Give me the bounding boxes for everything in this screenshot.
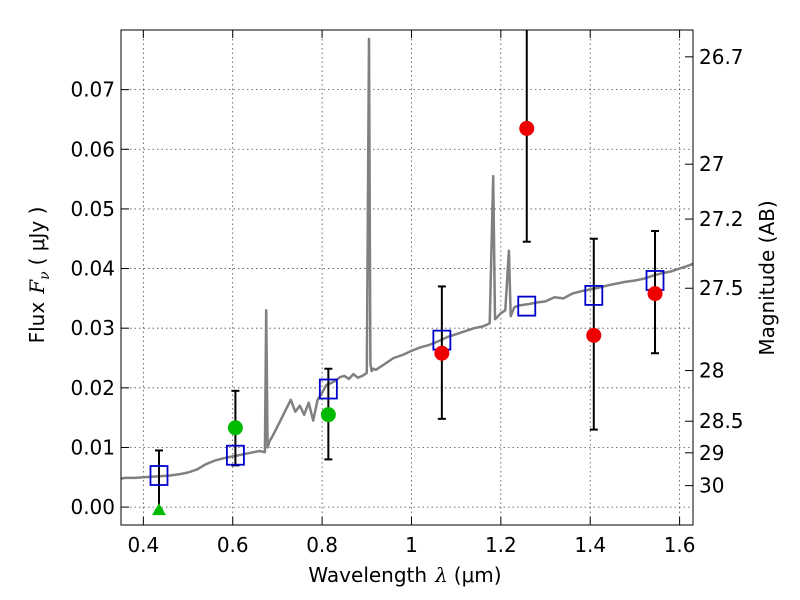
data-circle-marker <box>519 120 535 136</box>
spectrum-series <box>120 37 694 480</box>
y2-tick-label: 26.7 <box>699 45 744 69</box>
data-circle-marker <box>227 420 243 436</box>
x-tick-label: 1 <box>405 533 418 557</box>
x-axis-label: Wavelength λ (μm) <box>308 563 501 587</box>
error-bars <box>154 30 660 512</box>
grid-lines <box>121 30 693 525</box>
y2-tick-label: 27.2 <box>699 207 744 231</box>
data-circle-marker <box>320 407 336 423</box>
y2-tick-label: 27.5 <box>699 276 744 300</box>
y-tick-labels: 0.00 0.01 0.02 0.03 0.04 0.05 0.06 0.07 <box>70 78 115 519</box>
data-markers <box>149 120 665 516</box>
upper-limit-triangle-marker <box>151 503 166 516</box>
x-tick-label: 0.4 <box>127 533 159 557</box>
y2-axis-label: Magnitude (AB) <box>755 200 779 355</box>
x-tick-labels: 0.4 0.6 0.8 1 1.2 1.4 1.6 <box>127 533 695 557</box>
y-tick-label: 0.05 <box>70 197 115 221</box>
y-tick-label: 0.07 <box>70 78 115 102</box>
x-tick-label: 1.4 <box>574 533 606 557</box>
y2-tick-label: 29 <box>699 441 724 465</box>
x-tick-label: 0.8 <box>306 533 338 557</box>
y-tick-label: 0.00 <box>70 495 115 519</box>
spectrum-line <box>120 37 694 480</box>
data-circle-marker <box>647 286 663 302</box>
y2-tick-label: 30 <box>699 474 724 498</box>
model-square-marker <box>517 295 537 317</box>
data-circle-marker <box>586 327 602 343</box>
x-tick-label: 1.2 <box>485 533 517 557</box>
y-tick-label: 0.02 <box>70 376 115 400</box>
y-tick-label: 0.01 <box>70 435 115 459</box>
y2-tick-label: 28.5 <box>699 409 744 433</box>
plot-frame <box>120 29 694 526</box>
y-tick-label: 0.04 <box>70 257 115 281</box>
model-square-marker <box>149 465 169 486</box>
model-square-marker <box>225 444 245 466</box>
data-circle-marker <box>434 345 450 361</box>
y-tick-label: 0.03 <box>70 316 115 340</box>
model-square-marker <box>318 378 338 400</box>
y2-tick-label: 28 <box>699 359 724 383</box>
y-axis-label: FluxFν( μJy ) <box>25 207 53 344</box>
y-tick-label: 0.06 <box>70 137 115 161</box>
x-tick-label: 1.6 <box>664 533 696 557</box>
model-square-marker <box>584 284 604 306</box>
x-tick-label: 0.6 <box>217 533 249 557</box>
y2-tick-labels: 26.7 27 27.2 27.5 28 28.5 29 30 <box>699 45 744 498</box>
tick-marks <box>121 30 693 525</box>
y2-tick-label: 27 <box>699 152 724 176</box>
